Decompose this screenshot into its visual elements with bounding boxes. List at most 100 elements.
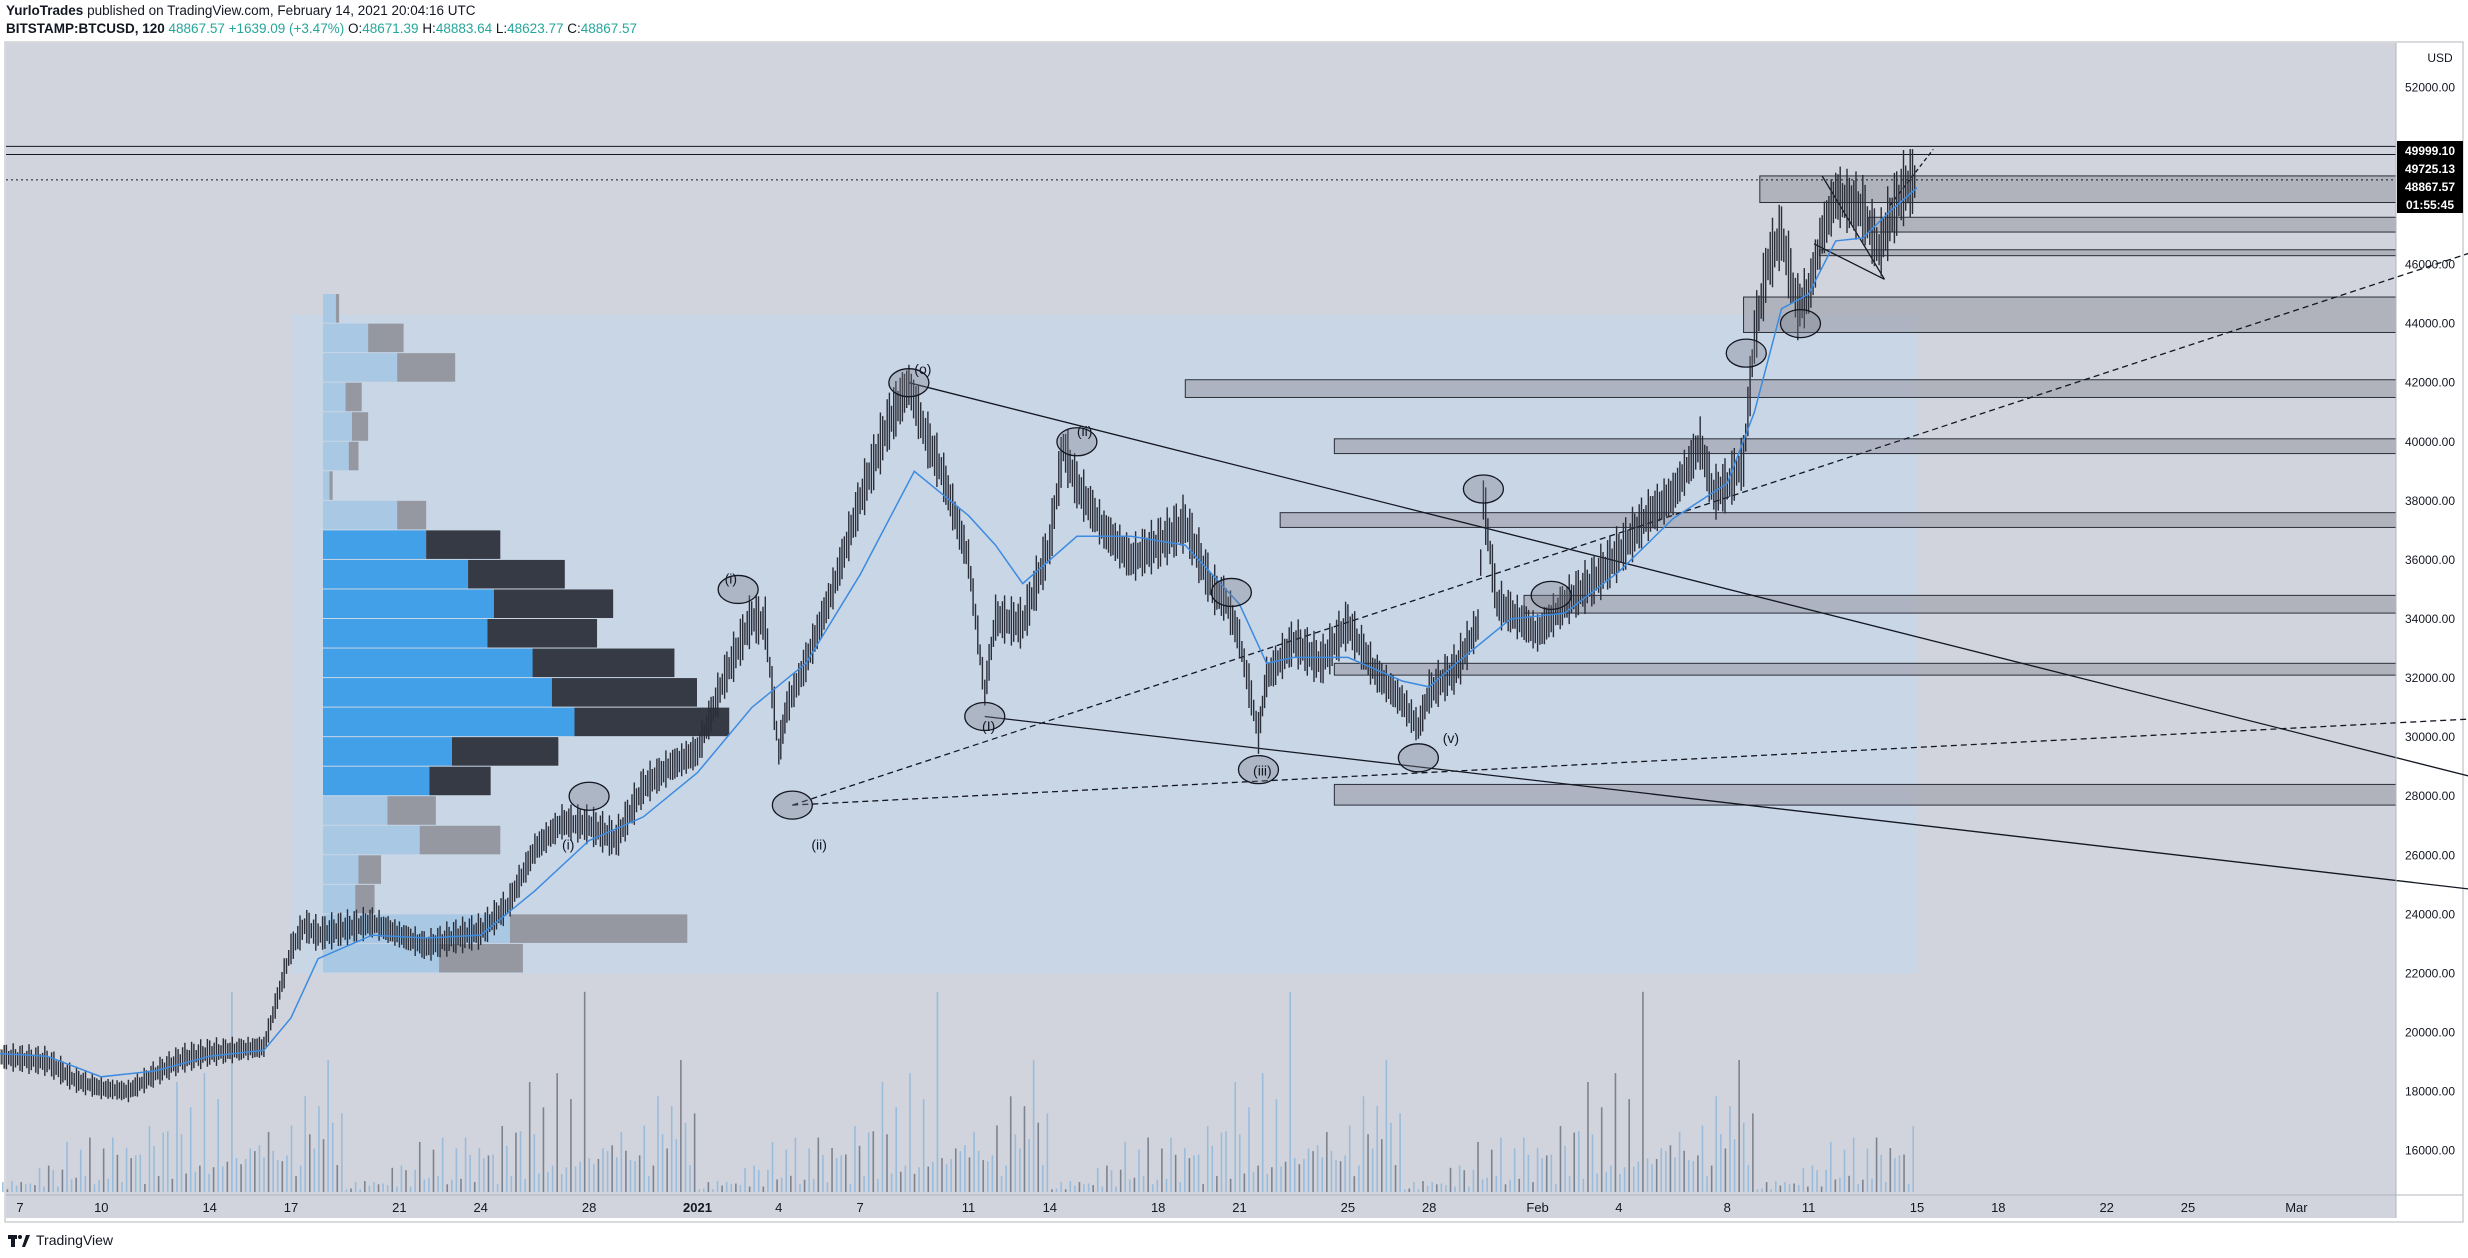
- volume-bar: [1220, 1132, 1223, 1192]
- volume-bar: [1257, 1165, 1259, 1192]
- time-tick-label: 11: [1802, 1200, 1816, 1215]
- volume-bar: [107, 1178, 110, 1192]
- volume-bar: [148, 1126, 151, 1192]
- volume-bar: [927, 1166, 930, 1192]
- pivot-circle: [717, 574, 759, 605]
- vp-down-bar: [493, 589, 614, 618]
- sr-zone: [1184, 379, 2397, 398]
- volume-bar: [602, 1148, 604, 1192]
- price-tick-label: 44000.00: [2405, 317, 2455, 331]
- volume-bar: [377, 1184, 380, 1192]
- volume-bar: [854, 1126, 856, 1192]
- vp-down-bar: [429, 766, 491, 796]
- time-tick-label: 25: [1341, 1200, 1355, 1215]
- time-tick-label: 4: [1615, 1200, 1622, 1215]
- volume-bar: [125, 1148, 128, 1192]
- volume-bar: [1500, 1137, 1502, 1192]
- low-value: 48623.77: [507, 21, 564, 36]
- volume-bar: [803, 1179, 806, 1192]
- volume-bar: [441, 1137, 444, 1192]
- volume-bar: [1610, 1165, 1612, 1192]
- volume-bar: [38, 1167, 41, 1192]
- time-axis[interactable]: 7 10 14 17 21 24 28 2021 4 7 11 14 18 21 25 28 Feb 4 8 11 15…: [16, 1200, 2308, 1215]
- volume-bar: [189, 1107, 192, 1192]
- volume-bar: [1495, 1175, 1498, 1192]
- volume-bar: [1582, 1178, 1585, 1192]
- time-tick-label: 17: [284, 1200, 298, 1215]
- time-tick-label: 21: [1232, 1200, 1246, 1215]
- volume-bar: [1156, 1179, 1159, 1192]
- volume-bar: [1454, 1186, 1456, 1192]
- volume-bar: [702, 1188, 705, 1192]
- volume-bar: [1326, 1131, 1328, 1192]
- volume-bar: [968, 1157, 971, 1192]
- volume-bar: [451, 1179, 453, 1192]
- volume-bar: [675, 1139, 678, 1192]
- price-tag-text: 49725.13: [2405, 162, 2455, 176]
- pivot-markers: [568, 308, 1822, 820]
- volume-bar: [130, 1158, 132, 1192]
- volume-bar: [116, 1154, 119, 1192]
- author-name[interactable]: YurloTrades: [6, 3, 84, 18]
- pivot-circle: [1210, 577, 1253, 608]
- vp-up-bar: [323, 796, 388, 825]
- volume-bar: [1101, 1186, 1104, 1192]
- volume-bar: [1523, 1137, 1525, 1192]
- publish-info: published on TradingView.com, February 1…: [87, 3, 476, 18]
- volume-bar: [496, 1184, 499, 1192]
- vp-up-bar: [323, 559, 469, 589]
- volume-bar: [1811, 1165, 1814, 1192]
- vp-up-bar: [323, 382, 346, 412]
- volume-bar: [519, 1131, 522, 1192]
- volume-bar: [1252, 1171, 1255, 1192]
- vp-down-bar: [551, 678, 697, 707]
- sr-zone: [1743, 296, 2397, 333]
- volume-bar: [1161, 1148, 1163, 1192]
- wave-label: (iii): [1253, 763, 1272, 779]
- volume-bar: [1816, 1170, 1818, 1192]
- volume-bar: [11, 1181, 13, 1192]
- time-tick-label: 28: [582, 1200, 596, 1215]
- volume-bar: [1037, 1122, 1040, 1192]
- volume-bar: [689, 1165, 691, 1192]
- volume-bar: [1555, 1184, 1557, 1192]
- volume-bar: [565, 1167, 568, 1192]
- volume-bar: [166, 1131, 169, 1192]
- time-tick-label: 4: [775, 1200, 782, 1215]
- volume-bar: [1852, 1137, 1855, 1192]
- volume-bar: [75, 1177, 77, 1192]
- volume-bar: [1431, 1182, 1433, 1192]
- volume-bar: [748, 1186, 751, 1192]
- volume-bar: [483, 1158, 485, 1192]
- price-series: [0, 149, 1918, 1103]
- volume-bar: [794, 1137, 797, 1192]
- vp-up-bar: [323, 648, 533, 678]
- volume-bar: [1275, 1099, 1278, 1192]
- vp-down-bar: [532, 648, 675, 678]
- price-tags: 49999.10 49725.13 48867.57 01:55:45: [2397, 141, 2463, 213]
- symbol-label[interactable]: BITSTAMP:BTCUSD, 120: [6, 21, 165, 36]
- volume-bar: [1509, 1179, 1511, 1192]
- volume-bar: [423, 1179, 426, 1192]
- volume-bar: [918, 1167, 920, 1192]
- wave-label: (ii): [1077, 423, 1093, 439]
- volume-bar: [1330, 1150, 1333, 1192]
- volume-bar: [785, 1149, 788, 1192]
- volume-bar: [1019, 1148, 1021, 1192]
- volume-bar: [849, 1184, 852, 1192]
- volume-bar: [139, 1154, 142, 1192]
- price-tick-label: 38000.00: [2405, 494, 2455, 508]
- volume-bar: [1587, 1082, 1589, 1192]
- volume-bar: [1825, 1169, 1827, 1192]
- volume-bar: [1518, 1178, 1521, 1192]
- volume-bar: [386, 1185, 389, 1192]
- footer-brand[interactable]: TradingView: [8, 1228, 113, 1252]
- volume-bar: [231, 991, 233, 1192]
- volume-bar: [1486, 1177, 1488, 1192]
- time-tick-label: 18: [1151, 1200, 1165, 1215]
- open-label: O:: [347, 21, 363, 36]
- time-tick-label: 24: [473, 1200, 487, 1215]
- volume-bar: [739, 1185, 742, 1192]
- volume-bar: [460, 1178, 462, 1192]
